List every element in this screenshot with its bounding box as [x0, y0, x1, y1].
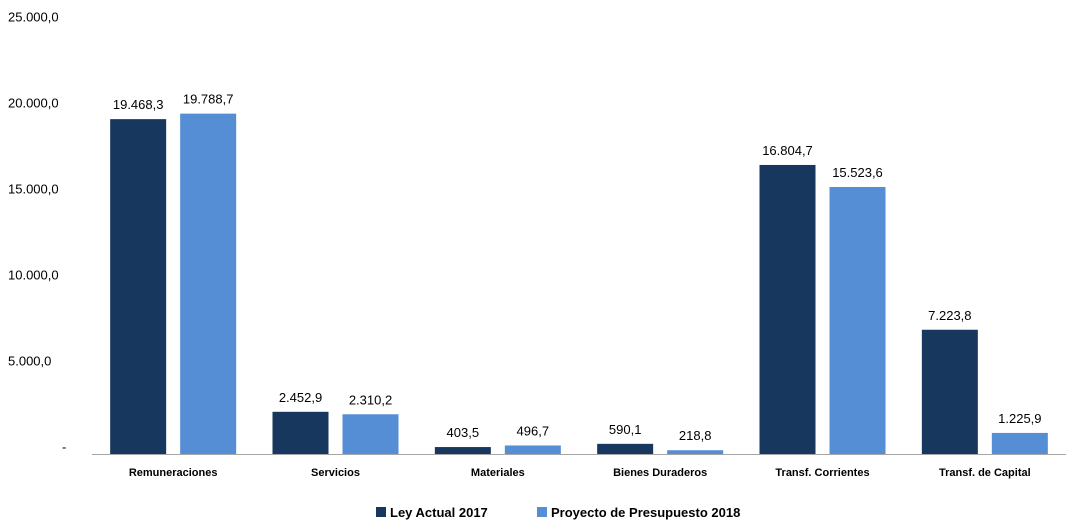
- legend: Ley Actual 2017 Proyecto de Presupuesto 2…: [376, 505, 740, 520]
- y-tick-label: -: [62, 439, 66, 454]
- x-tick-label: Transf. Corrientes: [775, 467, 869, 479]
- bar-ley-actual-2017: [597, 443, 654, 454]
- x-tick-label: Remuneraciones: [129, 467, 218, 479]
- bar-ley-actual-2017: [272, 411, 329, 454]
- bar-proyecto-2018: [829, 186, 886, 454]
- data-label: 16.804,7: [762, 143, 813, 158]
- y-tick-label: 15.000,0: [8, 181, 59, 196]
- data-label: 2.452,9: [279, 390, 322, 405]
- y-tick-label: 25.000,0: [8, 9, 59, 24]
- data-label: 218,8: [679, 428, 712, 443]
- data-labels: 19.468,3 19.788,7 2.452,9 2.310,2 403,5 496,7…: [113, 92, 1042, 444]
- bar-proyecto-2018: [667, 450, 724, 454]
- bars: [110, 113, 1048, 455]
- legend-swatch: [376, 507, 386, 517]
- y-tick-label: 20.000,0: [8, 95, 59, 110]
- bar-ley-actual-2017: [110, 119, 167, 455]
- data-label: 1.225,9: [998, 411, 1041, 426]
- data-label: 19.468,3: [113, 97, 164, 112]
- data-label: 15.523,6: [832, 165, 883, 180]
- bar-ley-actual-2017: [921, 329, 978, 454]
- bar-ley-actual-2017: [759, 164, 816, 454]
- data-label: 590,1: [609, 422, 642, 437]
- data-label: 19.788,7: [183, 92, 234, 107]
- x-tick-label: Transf. de Capital: [939, 467, 1031, 479]
- bar-proyecto-2018: [342, 414, 399, 454]
- bar-proyecto-2018: [180, 113, 237, 454]
- data-label: 496,7: [517, 423, 550, 438]
- data-label: 2.310,2: [349, 392, 392, 407]
- legend-label: Ley Actual 2017: [390, 505, 488, 520]
- y-tick-label: 5.000,0: [8, 353, 51, 368]
- legend-swatch: [537, 507, 547, 517]
- legend-label: Proyecto de Presupuesto 2018: [551, 505, 740, 520]
- x-tick-label: Materiales: [471, 467, 525, 479]
- data-label: 403,5: [447, 425, 480, 440]
- data-label: 7.223,8: [928, 308, 971, 323]
- x-tick-label: Servicios: [311, 467, 360, 479]
- bar-ley-actual-2017: [434, 447, 491, 454]
- bar-proyecto-2018: [504, 445, 561, 454]
- x-tick-label: Bienes Duraderos: [613, 467, 707, 479]
- bar-proyecto-2018: [991, 432, 1048, 454]
- y-tick-label: 10.000,0: [8, 267, 59, 282]
- y-axis: - 5.000,0 10.000,0 15.000,0 20.000,0 25.000,0: [8, 9, 66, 454]
- x-axis: Remuneraciones Servicios Materiales Bienes …: [129, 467, 1031, 479]
